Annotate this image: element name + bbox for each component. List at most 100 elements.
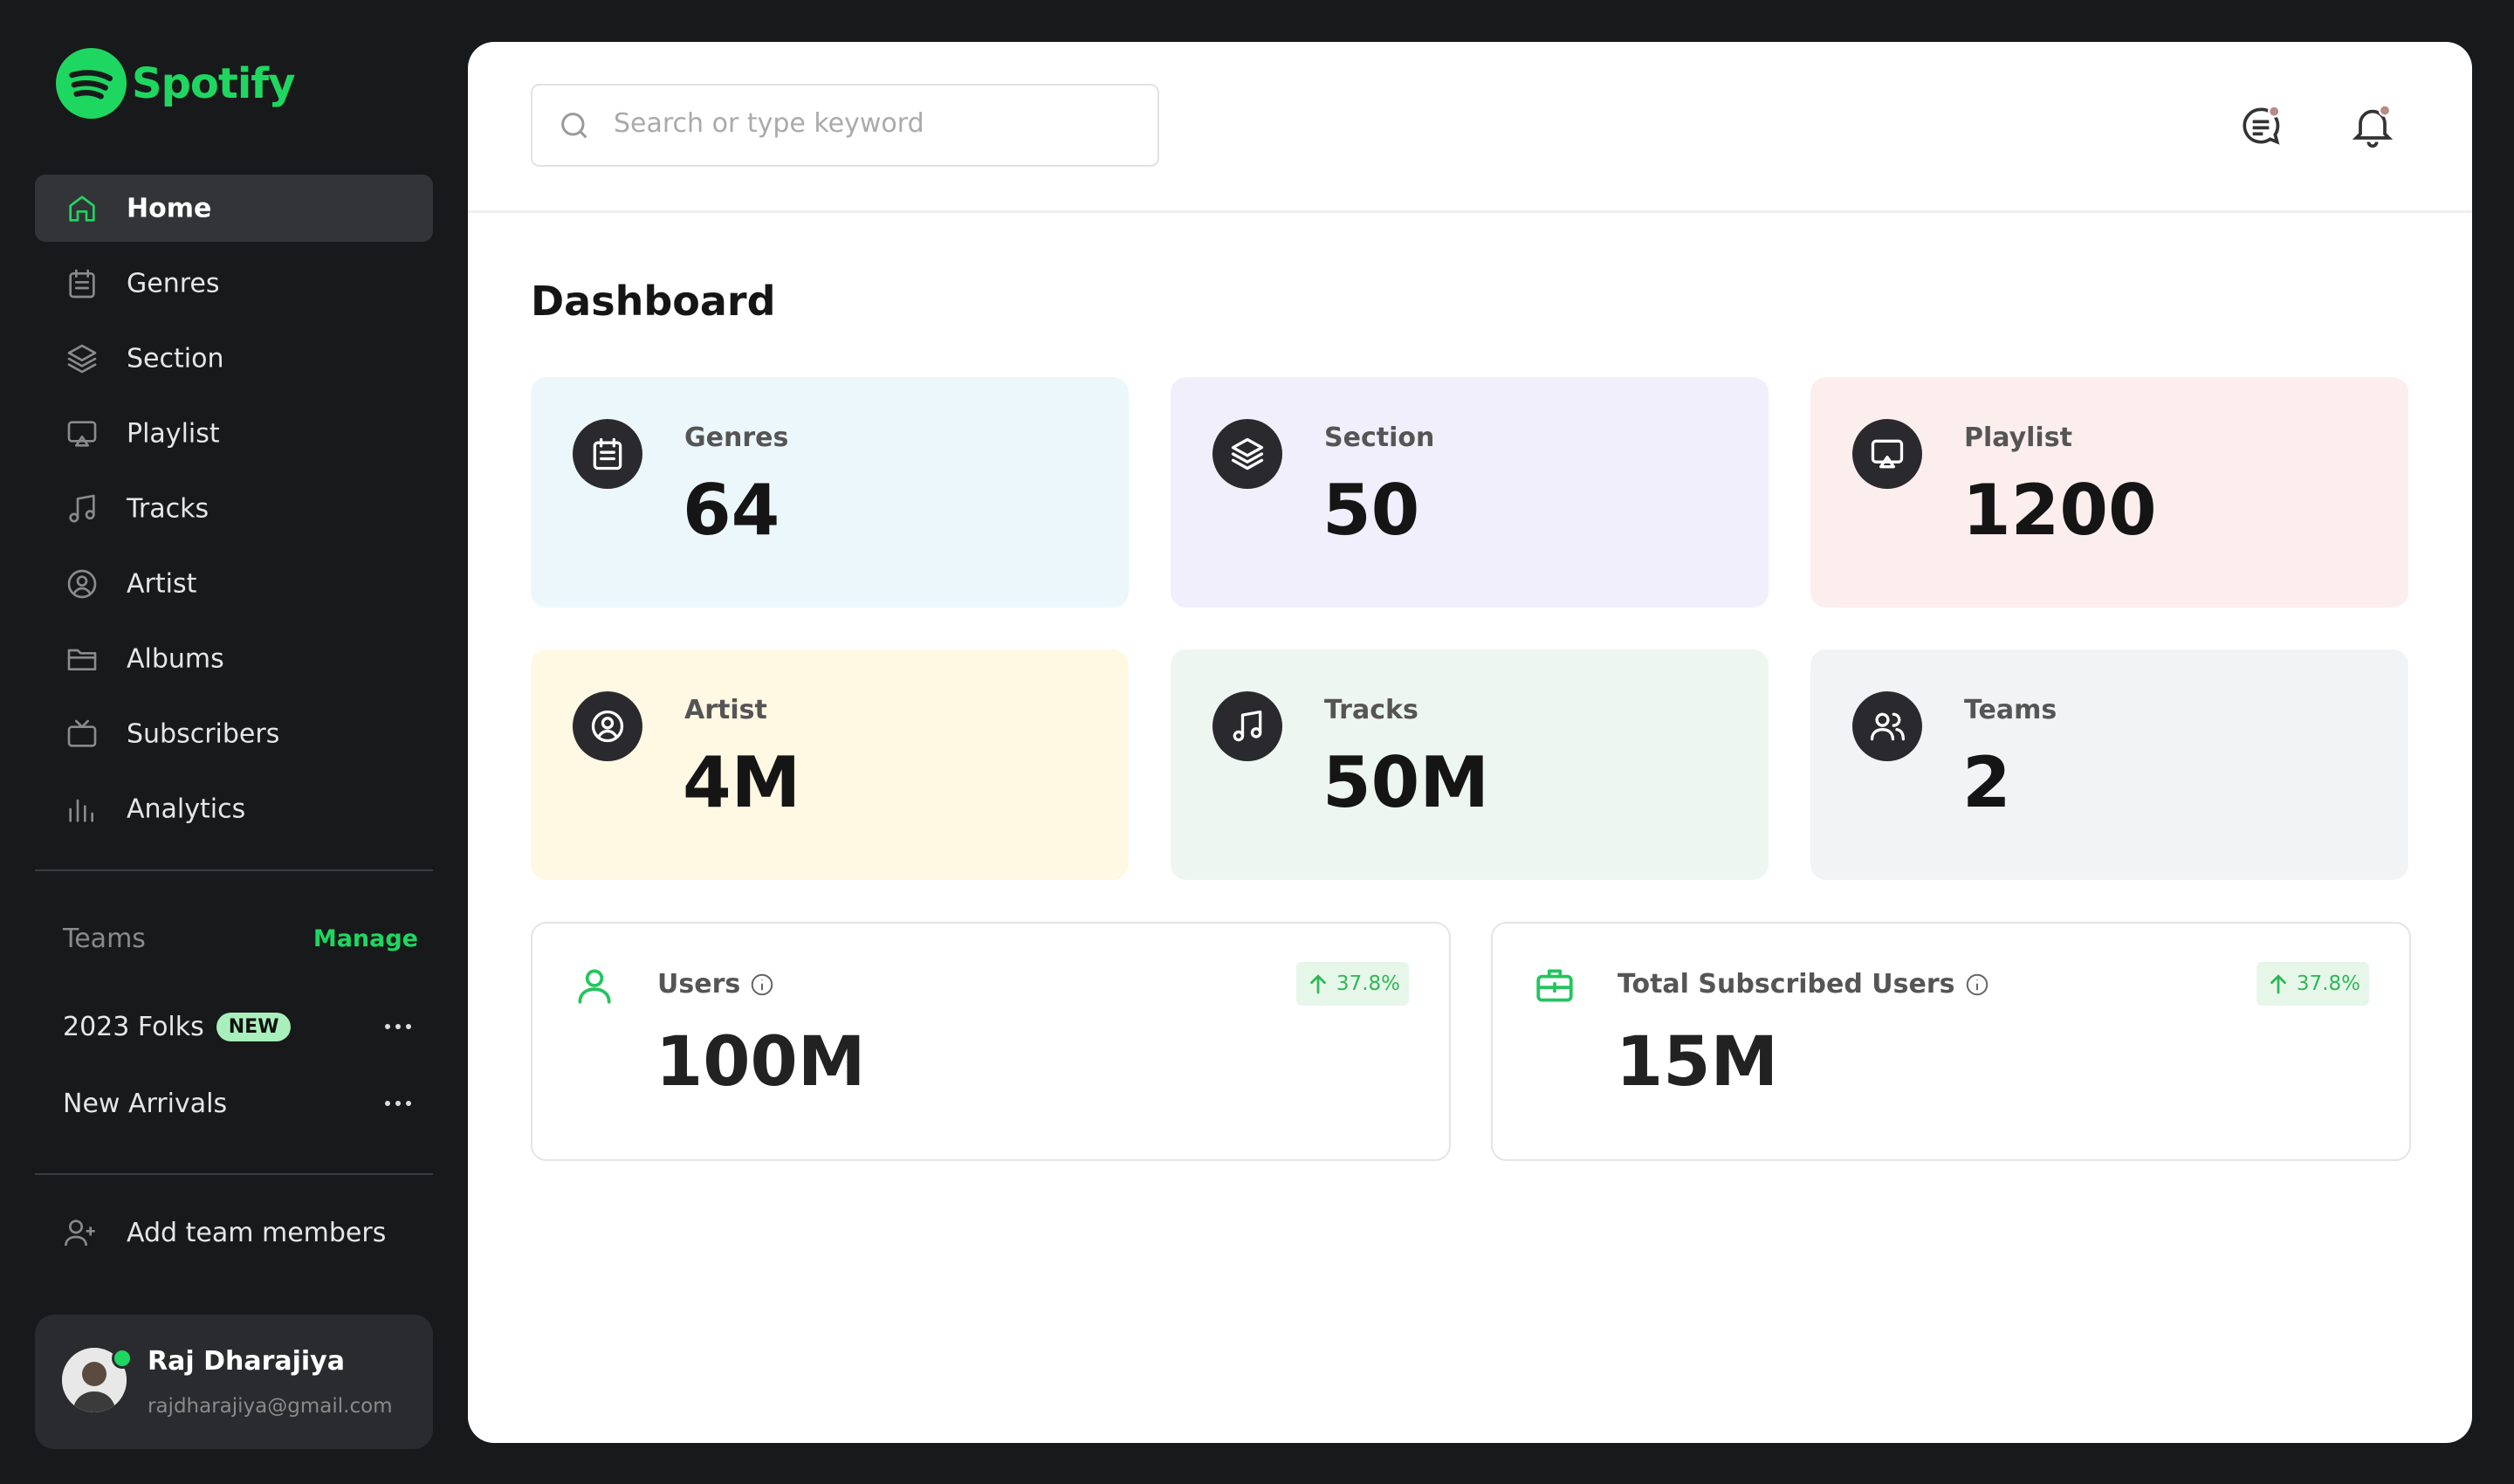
nav-label: Playlist xyxy=(127,418,220,449)
bell-icon[interactable] xyxy=(2348,101,2397,150)
stat-icon xyxy=(1852,691,1922,761)
stat-value: 64 xyxy=(683,470,780,551)
metric-card[interactable]: Total Subscribed Users 15M 37.8% xyxy=(1491,922,2411,1161)
search-placeholder: Search or type keyword xyxy=(614,108,924,139)
metric-label: Total Subscribed Users xyxy=(1618,969,1990,1000)
team-badge: NEW xyxy=(216,1012,292,1041)
metric-label: Users xyxy=(657,969,775,1000)
metric-card[interactable]: Users 100M 37.8% xyxy=(531,922,1451,1161)
nav-label: Analytics xyxy=(127,794,246,824)
stat-label: Teams xyxy=(1964,695,2057,725)
stat-label: Artist xyxy=(684,695,767,725)
icon xyxy=(67,719,97,747)
icon xyxy=(69,195,95,222)
nav-item[interactable]: Artist xyxy=(35,550,433,617)
user-name: Raj Dharajiya xyxy=(148,1346,345,1377)
stat-value: 50M xyxy=(1322,742,1489,823)
chat-icon[interactable] xyxy=(2236,101,2285,150)
change-text: 37.8% xyxy=(1336,972,1400,995)
divider xyxy=(35,1173,433,1175)
stat-value: 4M xyxy=(683,742,801,823)
add-member-icon xyxy=(65,1219,95,1247)
online-dot xyxy=(112,1348,133,1369)
stat-icon xyxy=(1212,691,1282,761)
nav-item[interactable]: Playlist xyxy=(35,400,433,467)
change-badge: 37.8% xyxy=(2256,962,2369,1006)
page-title: Dashboard xyxy=(531,278,776,325)
up-arrow xyxy=(2270,974,2286,994)
team-item[interactable]: 2023 Folks NEW xyxy=(63,1006,412,1048)
teams-heading: Teams xyxy=(63,924,146,954)
logo[interactable]: Spotify xyxy=(56,48,295,119)
nav-item[interactable]: Tracks xyxy=(35,475,433,542)
nav-item[interactable]: Home xyxy=(35,175,433,242)
icon xyxy=(67,420,97,447)
main-panel: Search or type keyword Dashboard Genres 6… xyxy=(468,42,2472,1443)
more-icon[interactable] xyxy=(384,1100,412,1107)
team-name: New Arrivals xyxy=(63,1088,228,1119)
icon xyxy=(1870,712,1905,741)
icon xyxy=(67,344,97,373)
add-member-text: Add team members xyxy=(127,1217,387,1248)
stat-icon xyxy=(573,419,642,489)
stat-value: 2 xyxy=(1962,742,2011,823)
icon xyxy=(578,969,611,1004)
user-email: rajdharajiya@gmail.com xyxy=(148,1395,393,1418)
search-icon xyxy=(561,113,587,139)
stat-card[interactable]: Genres 64 xyxy=(531,377,1129,608)
nav-label: Section xyxy=(127,343,224,374)
info-icon[interactable] xyxy=(749,972,775,998)
add-member[interactable]: Add team members xyxy=(63,1213,386,1252)
nav-label: Albums xyxy=(127,643,224,674)
stat-value: 1200 xyxy=(1962,470,2157,551)
nav-label: Home xyxy=(127,193,212,223)
stat-icon xyxy=(1212,419,1282,489)
header-divider xyxy=(468,210,2472,213)
nav-label: Artist xyxy=(127,568,197,599)
icon xyxy=(69,799,93,822)
icon xyxy=(67,649,97,670)
stat-value: 50 xyxy=(1322,470,1420,551)
icon xyxy=(69,494,95,522)
stat-label: Section xyxy=(1324,423,1435,453)
metric-value: 100M xyxy=(656,1023,866,1102)
stat-icon xyxy=(573,691,642,761)
change-badge: 37.8% xyxy=(1295,962,1409,1006)
stat-card[interactable]: Section 50 xyxy=(1171,377,1769,608)
nav-label: Genres xyxy=(127,268,220,299)
icon xyxy=(1871,439,1904,469)
metric-label-text: Total Subscribed Users xyxy=(1618,969,1955,1000)
stat-card[interactable]: Artist 4M xyxy=(531,649,1129,880)
nav-label: Subscribers xyxy=(127,718,280,749)
team-item[interactable]: New Arrivals xyxy=(63,1082,412,1124)
metric-value: 15M xyxy=(1616,1023,1779,1102)
info-icon[interactable] xyxy=(1964,972,1990,998)
nav-item[interactable]: Genres xyxy=(35,250,433,317)
nav-label: Tracks xyxy=(127,493,210,524)
metric-label-text: Users xyxy=(657,969,741,1000)
icon xyxy=(593,437,622,471)
nav-item[interactable]: Section xyxy=(35,325,433,392)
manage-link[interactable]: Manage xyxy=(313,925,418,952)
search-box[interactable]: Search or type keyword xyxy=(531,84,1159,167)
divider xyxy=(35,869,433,871)
team-name: 2023 Folks xyxy=(63,1011,204,1042)
icon xyxy=(591,710,624,743)
stat-icon xyxy=(1852,419,1922,489)
nav-item[interactable]: Subscribers xyxy=(35,700,433,767)
stat-card[interactable]: Tracks 50M xyxy=(1171,649,1769,880)
nav-item[interactable]: Albums xyxy=(35,625,433,692)
nav-item[interactable]: Analytics xyxy=(35,775,433,842)
icon xyxy=(69,269,95,298)
brand: Spotify xyxy=(132,58,295,108)
up-arrow xyxy=(1310,974,1326,994)
icon xyxy=(1536,969,1573,1002)
icon xyxy=(1233,710,1262,742)
stat-card[interactable]: Teams 2 xyxy=(1810,649,2408,880)
icon xyxy=(67,569,97,598)
change-text: 37.8% xyxy=(2296,972,2360,995)
user-card[interactable]: Raj Dharajiya rajdharajiya@gmail.com xyxy=(35,1315,433,1449)
more-icon[interactable] xyxy=(384,1023,412,1030)
stat-card[interactable]: Playlist 1200 xyxy=(1810,377,2408,608)
